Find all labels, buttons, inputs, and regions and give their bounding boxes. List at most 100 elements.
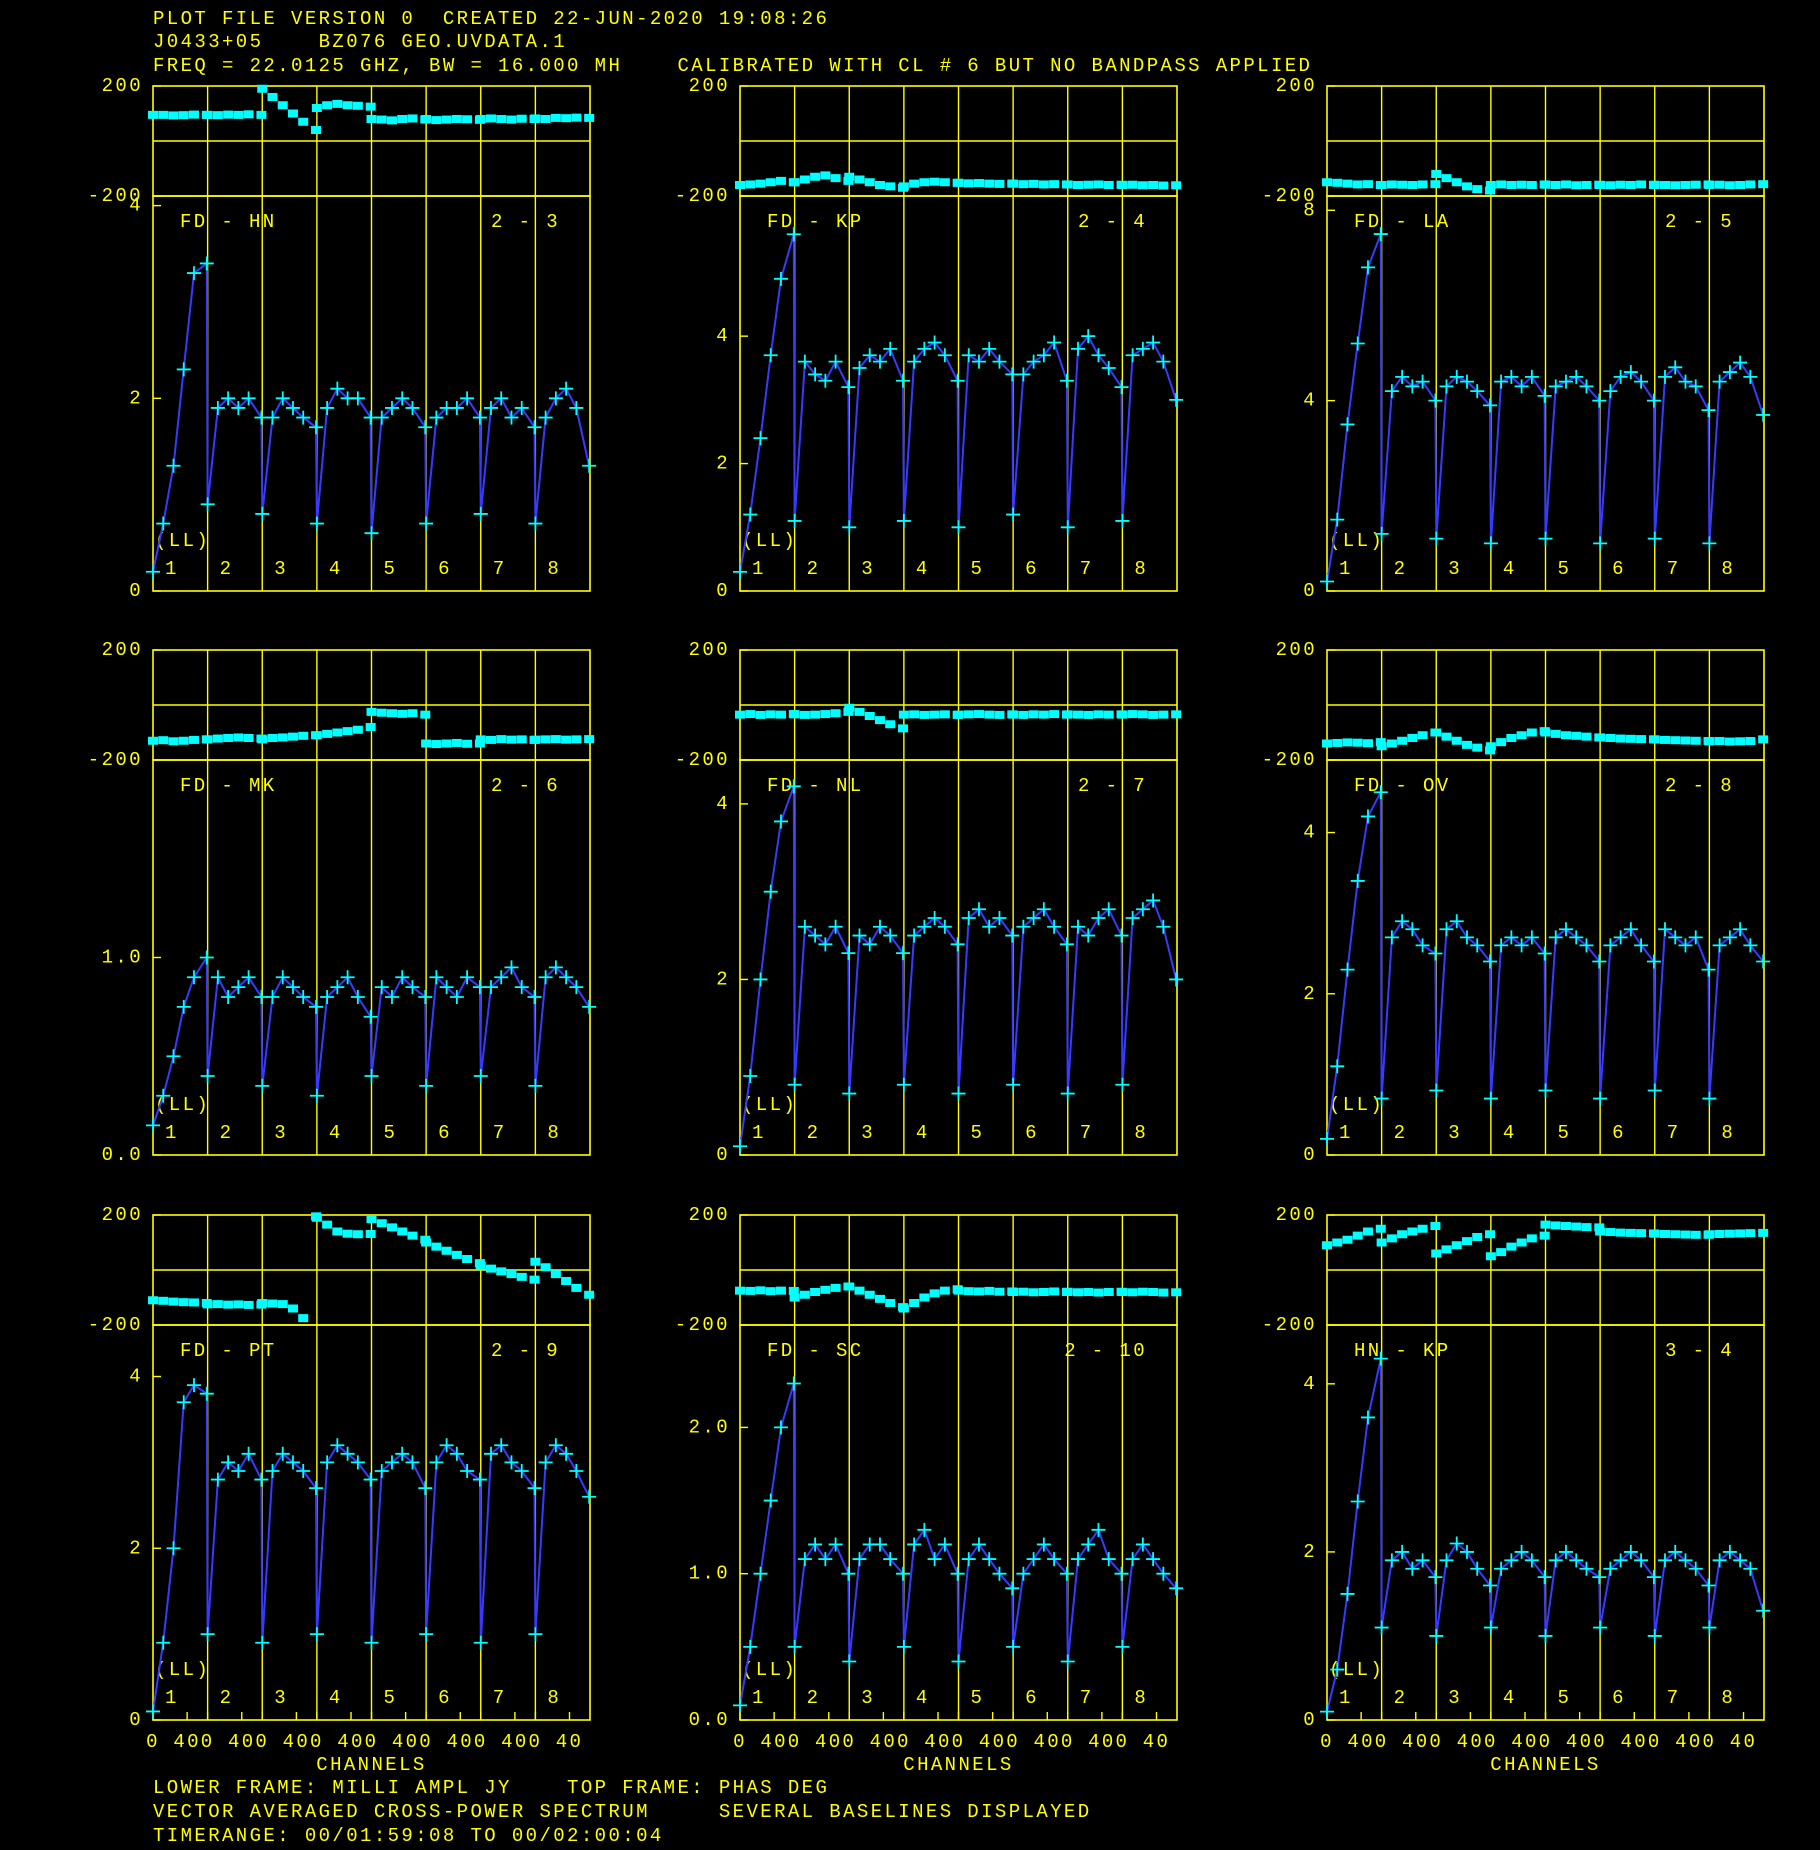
phase-point [1072, 181, 1083, 189]
amplitude-point [309, 420, 324, 435]
phase-point [1332, 178, 1343, 187]
if-label: 3 [1448, 1687, 1462, 1709]
phase-point [168, 1297, 179, 1306]
amplitude-point [1320, 574, 1334, 589]
amplitude-point [917, 1522, 932, 1537]
phase-point [256, 110, 267, 119]
amplitude-point [1340, 1586, 1355, 1601]
amplitude-point [1701, 403, 1716, 418]
phase-point [1724, 737, 1735, 746]
x-tick-label: 0 [1539, 1731, 1553, 1753]
phase-point [322, 729, 333, 738]
amplitude-point [265, 1463, 280, 1478]
phase-point [1472, 185, 1483, 194]
phase-point [530, 114, 541, 123]
amplitude-point [733, 1139, 747, 1154]
y-tick-label: 2.0 [689, 1416, 730, 1438]
amplitude-point [982, 341, 997, 356]
phase-point [963, 179, 974, 188]
amplitude-point [1524, 1553, 1539, 1568]
phase-point [148, 110, 158, 119]
phase-point [584, 113, 595, 122]
amplitude-point [1125, 1552, 1140, 1567]
amplitude-point [950, 373, 965, 388]
phase-point [789, 178, 800, 187]
amplitude-point [473, 1635, 488, 1650]
amplitude-point [907, 354, 922, 369]
phase-point [909, 1299, 920, 1307]
phase-point [1332, 1238, 1343, 1247]
baseline-label: FD - HN [180, 211, 277, 233]
phase-point [1158, 710, 1169, 719]
phase-point [1441, 1245, 1452, 1254]
phase-point [462, 115, 473, 124]
amplitude-point [1647, 1628, 1662, 1643]
if-label: 2 [1394, 1122, 1408, 1144]
amplitude-point [1593, 1620, 1608, 1635]
phase-point [765, 1287, 776, 1296]
if-label: 7 [1080, 558, 1094, 580]
amplitude-point [320, 1455, 335, 1470]
amplitude-point [199, 256, 214, 271]
phase-point [277, 733, 288, 742]
y-tick-label: 8 [1303, 199, 1317, 221]
phase-point [745, 710, 756, 719]
amplitude-point [405, 1455, 420, 1470]
amplitude-point [221, 391, 236, 406]
amplitude-point [582, 1489, 597, 1504]
phase-point [844, 172, 855, 181]
phase-point [311, 731, 322, 740]
amplitude-point [971, 1537, 986, 1552]
phase-point [1539, 1231, 1550, 1240]
y-tick-label: 4 [1303, 1373, 1317, 1395]
phase-point [584, 1290, 595, 1299]
amplitude-point [1548, 379, 1563, 394]
phase-point [148, 736, 158, 745]
if-label: 4 [1503, 1122, 1517, 1144]
amplitude-point [1524, 930, 1539, 945]
phase-point [1049, 710, 1060, 719]
phase-point [223, 734, 234, 742]
amplitude-point [449, 400, 464, 415]
y-tick-label: 2 [716, 968, 730, 990]
phase-point [386, 116, 397, 125]
amplitude-point [1538, 1628, 1553, 1643]
amplitude-point [1006, 1639, 1021, 1654]
x-tick-label: 40 [1730, 1731, 1758, 1753]
y-tick-label: 0 [1303, 1144, 1317, 1166]
phase-point [332, 728, 343, 737]
if-label: 4 [1503, 1687, 1517, 1709]
amplitude-point [797, 919, 812, 934]
phase-point [352, 101, 363, 110]
amplitude-point [1146, 1552, 1161, 1567]
phase-point [1595, 181, 1606, 189]
amplitude-point [231, 1463, 246, 1478]
phase-tick-label: -200 [1262, 1314, 1317, 1336]
amplitude-point [1036, 348, 1051, 363]
amplitude-point [449, 1446, 464, 1461]
if-label: 5 [384, 1687, 398, 1709]
amplitude-point [982, 1552, 997, 1567]
phase-point [788, 1286, 799, 1295]
if-label: 2 [220, 1687, 234, 1709]
phase-point [431, 116, 442, 125]
amplitude-point [852, 361, 867, 376]
phase-point [441, 1246, 452, 1255]
phase-point [1485, 1230, 1496, 1239]
amplitude-point [1135, 341, 1150, 356]
phase-point [919, 178, 930, 187]
amplitude-point [951, 1654, 966, 1669]
phase-point [1103, 1288, 1114, 1296]
amplitude-point [528, 516, 543, 531]
amplitude-point [483, 980, 498, 995]
phase-tick-label: 200 [1276, 1204, 1317, 1226]
phase-point [1117, 181, 1128, 189]
phase-point [1407, 734, 1418, 742]
phase-point [212, 111, 223, 120]
phase-tick-label: 200 [1276, 75, 1317, 97]
amplitude-point [763, 1493, 778, 1508]
amplitude-line [1326, 791, 1764, 1140]
if-label: 1 [752, 558, 766, 580]
amplitude-point [1415, 1553, 1430, 1568]
phase-point [1322, 1241, 1332, 1250]
